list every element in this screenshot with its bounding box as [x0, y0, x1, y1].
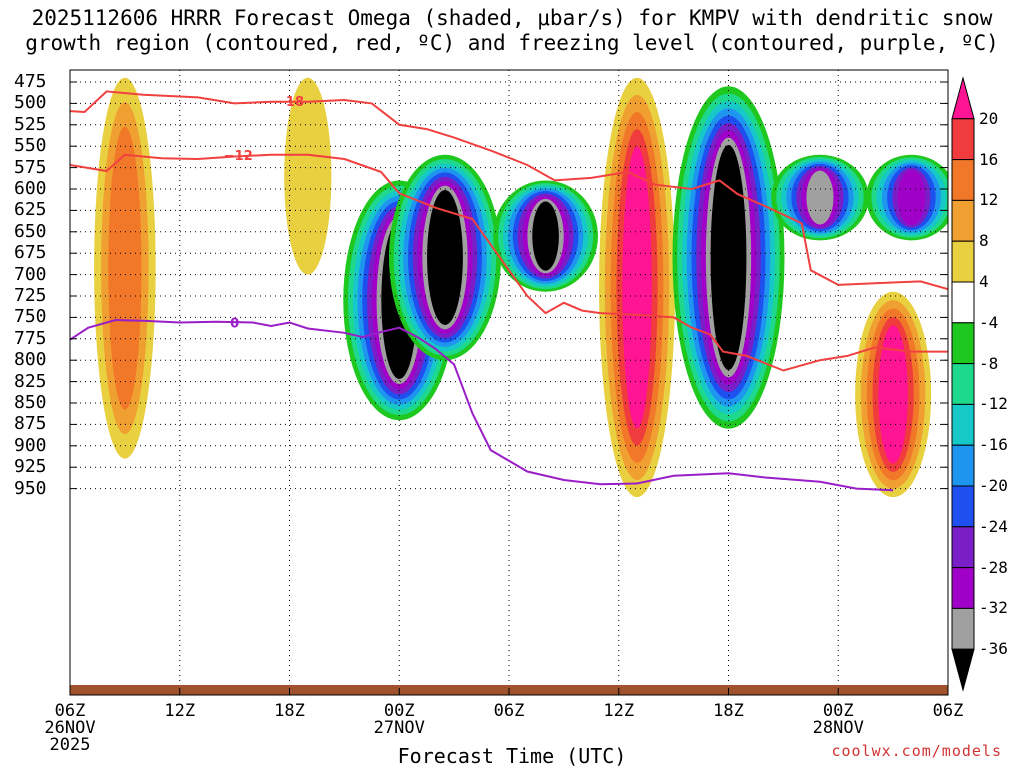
x-tick-label-line-0: 06Z: [932, 701, 964, 721]
colorbar-label--24: -24: [979, 516, 1008, 536]
x-tick-label-line-1: 27NOV: [373, 718, 425, 738]
colorbar-swatch-11: [951, 526, 975, 569]
chart-title: 2025112606 HRRR Forecast Omega (shaded, …: [0, 6, 1024, 56]
colorbar-label--36: -36: [979, 639, 1008, 659]
omega-feature-6-level-9: [715, 152, 742, 363]
x-tick-label-line-1: 26NOV: [44, 718, 96, 738]
contour-label--12C: −12: [224, 149, 253, 164]
colorbar-swatch-6: [951, 322, 975, 365]
y-tick-label-925: 925: [14, 456, 47, 478]
x-tick-label-line-0: 06Z: [493, 701, 525, 721]
omega-feature-7-level-7: [806, 170, 834, 225]
contour-label-0C: 0: [230, 317, 239, 332]
colorbar-label-8: 8: [979, 231, 989, 251]
colorbar-swatch-top: [951, 76, 975, 120]
x-tick-label-12: 18Z: [250, 703, 330, 754]
x-tick-label-line-2: 2025: [49, 735, 91, 755]
colorbar-swatch-12: [951, 567, 975, 609]
colorbar-swatch-bottom: [951, 648, 975, 692]
x-tick-label-line-0: 12Z: [603, 701, 635, 721]
y-tick-label-475: 475: [14, 71, 47, 92]
colorbar-swatch-1: [951, 118, 975, 161]
y-tick-label-575: 575: [14, 156, 47, 178]
colorbar-swatch-9: [951, 444, 975, 487]
y-tick-label-800: 800: [14, 349, 47, 371]
colorbar-label--16: -16: [979, 435, 1008, 455]
y-tick-label-850: 850: [14, 392, 47, 413]
x-tick-label-line-0: 00Z: [383, 701, 415, 721]
x-tick-label-30: 12Z: [579, 703, 659, 754]
colorbar-label--32: -32: [979, 598, 1008, 618]
colorbar: [951, 76, 975, 692]
y-tick-label-700: 700: [14, 263, 47, 285]
x-tick-label-36: 18Z: [689, 703, 769, 754]
axis-ticks: [69, 81, 949, 695]
x-tick-label-line-0: 18Z: [713, 701, 744, 721]
isotherm-contours: −18 −12 0: [70, 90, 948, 492]
colorbar-label-20: 20: [979, 108, 999, 128]
omega-feature-5-level-4: [622, 146, 652, 429]
x-tick-label-line-0: 00Z: [822, 701, 854, 721]
y-tick-label-650: 650: [14, 220, 47, 242]
y-tick-label-900: 900: [14, 434, 47, 456]
omega-feature-1-level-0: [284, 77, 332, 275]
colorbar-swatch-3: [951, 199, 975, 242]
x-tick-label-line-0: 06Z: [54, 701, 86, 721]
colorbar-label--4: -4: [979, 312, 999, 332]
colorbar-label--28: -28: [979, 557, 1008, 577]
omega-feature-0-level-2: [108, 126, 142, 410]
contour-label--18C: −18: [275, 95, 304, 110]
colorbar-swatch-13: [951, 607, 975, 650]
colorbar-swatch-8: [951, 403, 975, 446]
omega-feature-4-level-8: [532, 201, 559, 271]
credit-text[interactable]: coolwx.com/models: [831, 742, 1002, 760]
contour-0C: [70, 318, 894, 492]
colorbar-swatch-7: [951, 363, 975, 405]
y-tick-label-825: 825: [14, 370, 47, 392]
x-tick-label-line-1: 28NOV: [812, 718, 864, 738]
omega-feature-3-level-9: [431, 194, 459, 321]
contour--12C: [70, 153, 948, 372]
x-axis-title: Forecast Time (UTC): [397, 744, 627, 768]
y-tick-label-500: 500: [14, 92, 47, 114]
y-tick-label-550: 550: [14, 135, 47, 157]
y-tick-label-600: 600: [14, 178, 47, 199]
colorbar-label-12: 12: [979, 190, 999, 210]
title-line-1: 2025112606 HRRR Forecast Omega (shaded, …: [31, 6, 993, 30]
colorbar-label-16: 16: [979, 149, 999, 169]
y-tick-label-625: 625: [14, 199, 47, 221]
colorbar-label-4: 4: [979, 272, 989, 291]
colorbar-swatch-10: [951, 485, 975, 528]
y-tick-label-775: 775: [14, 327, 47, 349]
colorbar-label--20: -20: [979, 476, 1008, 495]
x-tick-label-48: 06Z: [908, 703, 988, 754]
x-tick-label-42: 00Z 28NOV: [798, 703, 878, 754]
y-tick-label-525: 525: [14, 113, 47, 135]
x-tick-label-line-0: 12Z: [164, 701, 196, 721]
colorbar-label--8: -8: [979, 353, 999, 373]
y-tick-label-675: 675: [14, 242, 47, 264]
y-tick-label-950: 950: [14, 477, 47, 499]
colorbar-swatch-2: [951, 159, 975, 201]
y-tick-label-725: 725: [14, 285, 47, 306]
y-tick-label-875: 875: [14, 413, 47, 435]
x-tick-label-6: 12Z: [140, 703, 220, 754]
omega-feature-9-level-4: [878, 325, 908, 464]
x-tick-label-18: 00Z 27NOV: [359, 703, 439, 754]
colorbar-swatch-4: [951, 240, 975, 283]
colorbar-swatch-5: [951, 281, 975, 324]
omega-feature-8-level-6: [897, 170, 926, 225]
x-tick-label-line-0: 18Z: [274, 701, 305, 721]
x-tick-label-24: 06Z: [469, 703, 549, 754]
y-tick-label-750: 750: [14, 306, 47, 328]
colorbar-label--12: -12: [979, 394, 1008, 414]
title-line-2: growth region (contoured, red, ºC) and f…: [25, 31, 999, 55]
x-tick-label-0: 06Z 26NOV 2025: [30, 703, 110, 754]
contour--18C: [70, 90, 948, 291]
omega-shading: [70, 70, 948, 695]
